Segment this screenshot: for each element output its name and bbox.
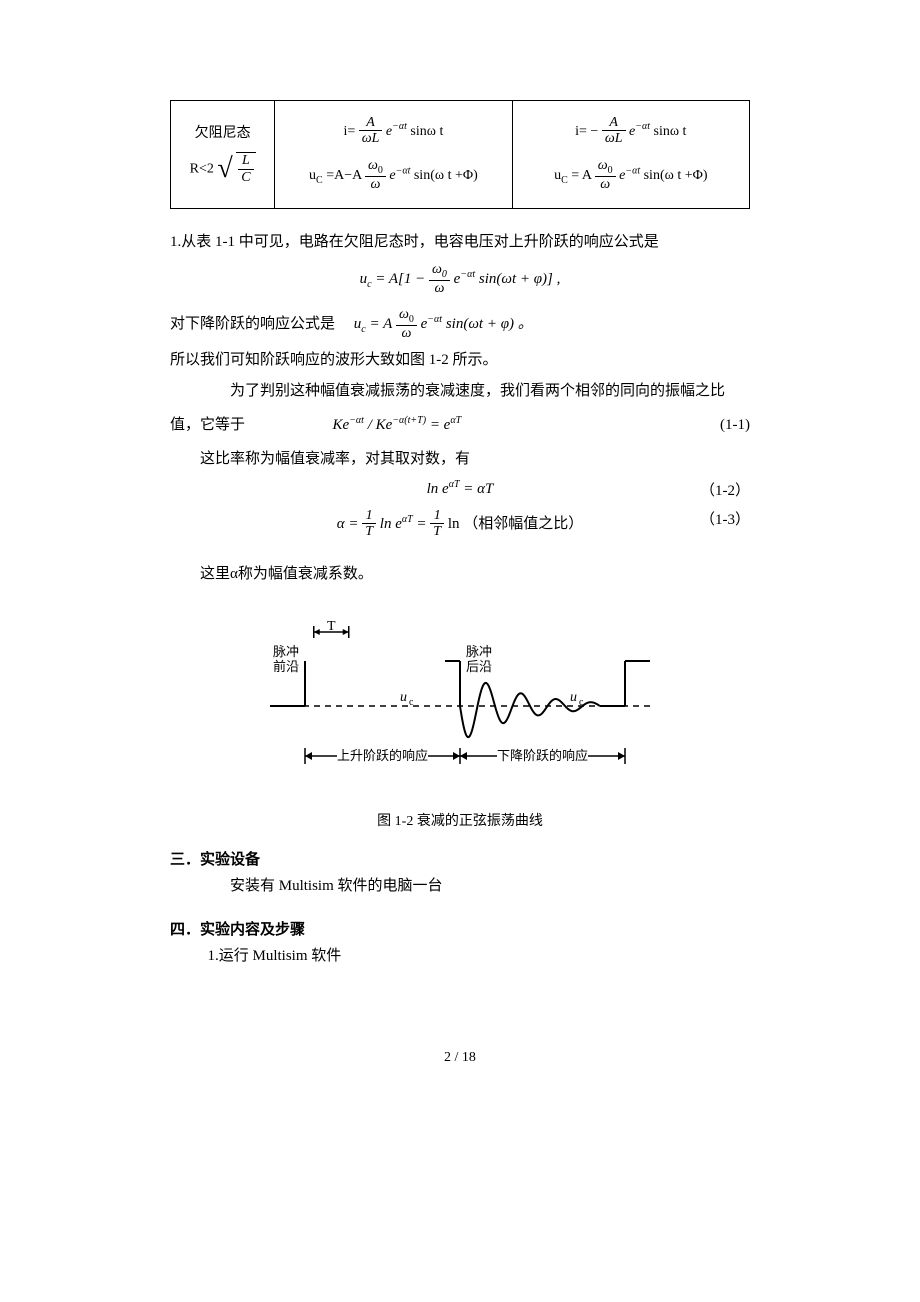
svg-text:T: T xyxy=(327,619,336,634)
svg-text:脉冲: 脉冲 xyxy=(273,644,299,659)
para-7: 这里α称为幅值衰减系数。 xyxy=(170,561,750,588)
svg-text:下降阶跃的响应: 下降阶跃的响应 xyxy=(497,748,588,763)
section-3-title: 三．实验设备 xyxy=(170,848,750,869)
svg-text:前沿: 前沿 xyxy=(273,659,299,674)
condition-expr: R<2 √ L C xyxy=(190,152,256,186)
eq-alpha: α = 1 T ln eαT = 1 T ln （相邻幅值之比） （1-3） xyxy=(170,508,750,541)
para-3: 所以我们可知阶跃响应的波形大致如图 1-2 所示。 xyxy=(170,347,750,374)
para-1: 1.从表 1-1 中可见，电路在欠阻尼态时，电容电压对上升阶跃的响应公式是 xyxy=(170,229,750,256)
para-4: 为了判别这种幅值衰减振荡的衰减速度，我们看两个相邻的同向的振幅之比 xyxy=(170,378,750,405)
table-condition-cell: 欠阻尼态 R<2 √ L C xyxy=(171,101,275,209)
svg-text:u: u xyxy=(570,690,577,705)
table-col3: i= − A ωL e−αt sinω t uC = A ω0 ω xyxy=(512,101,749,209)
page-footer: 2 / 18 xyxy=(170,1050,750,1066)
section-4-body: 1.运行 Multisim 软件 xyxy=(170,943,750,970)
condition-title: 欠阻尼态 xyxy=(195,122,251,142)
eq-ratio-line: 值，它等于 Ke−αt / Ke−α(t+T) = eαT (1-1) xyxy=(170,409,750,442)
waveform-diagram: T脉冲前沿脉冲后沿ucuc上升阶跃的响应下降阶跃的响应 xyxy=(250,616,670,786)
eq-ln: ln eαT = αT （1-2） xyxy=(170,479,750,498)
section-4-title: 四．实验内容及步骤 xyxy=(170,918,750,939)
para-2: 对下降阶跃的响应公式是 uc = A ω0 ω e−αt sin(ωt + φ)… xyxy=(170,307,750,343)
svg-text:c: c xyxy=(409,697,414,708)
equation-table: 欠阻尼态 R<2 √ L C xyxy=(170,100,750,209)
svg-text:脉冲: 脉冲 xyxy=(466,644,492,659)
svg-text:c: c xyxy=(579,697,584,708)
table-col2: i= A ωL e−αt sinω t uC =A−A ω0 ω xyxy=(275,101,512,209)
figure-1-2: T脉冲前沿脉冲后沿ucuc上升阶跃的响应下降阶跃的响应 xyxy=(170,616,750,786)
figure-caption: 图 1-2 衰减的正弦振荡曲线 xyxy=(170,810,750,830)
svg-text:后沿: 后沿 xyxy=(466,659,492,674)
svg-text:u: u xyxy=(400,690,407,705)
para-6: 这比率称为幅值衰减率，对其取对数，有 xyxy=(170,446,750,473)
svg-text:上升阶跃的响应: 上升阶跃的响应 xyxy=(337,748,428,763)
eq-uc1: uc = A[1 − ω0 ω e−αt sin(ωt + φ)] , xyxy=(170,262,750,298)
section-3-body: 安装有 Multisim 软件的电脑一台 xyxy=(170,873,750,900)
